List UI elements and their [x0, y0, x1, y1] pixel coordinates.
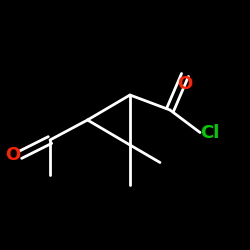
Text: O: O	[5, 146, 20, 164]
Text: Cl: Cl	[200, 124, 220, 142]
Text: O: O	[178, 75, 192, 93]
